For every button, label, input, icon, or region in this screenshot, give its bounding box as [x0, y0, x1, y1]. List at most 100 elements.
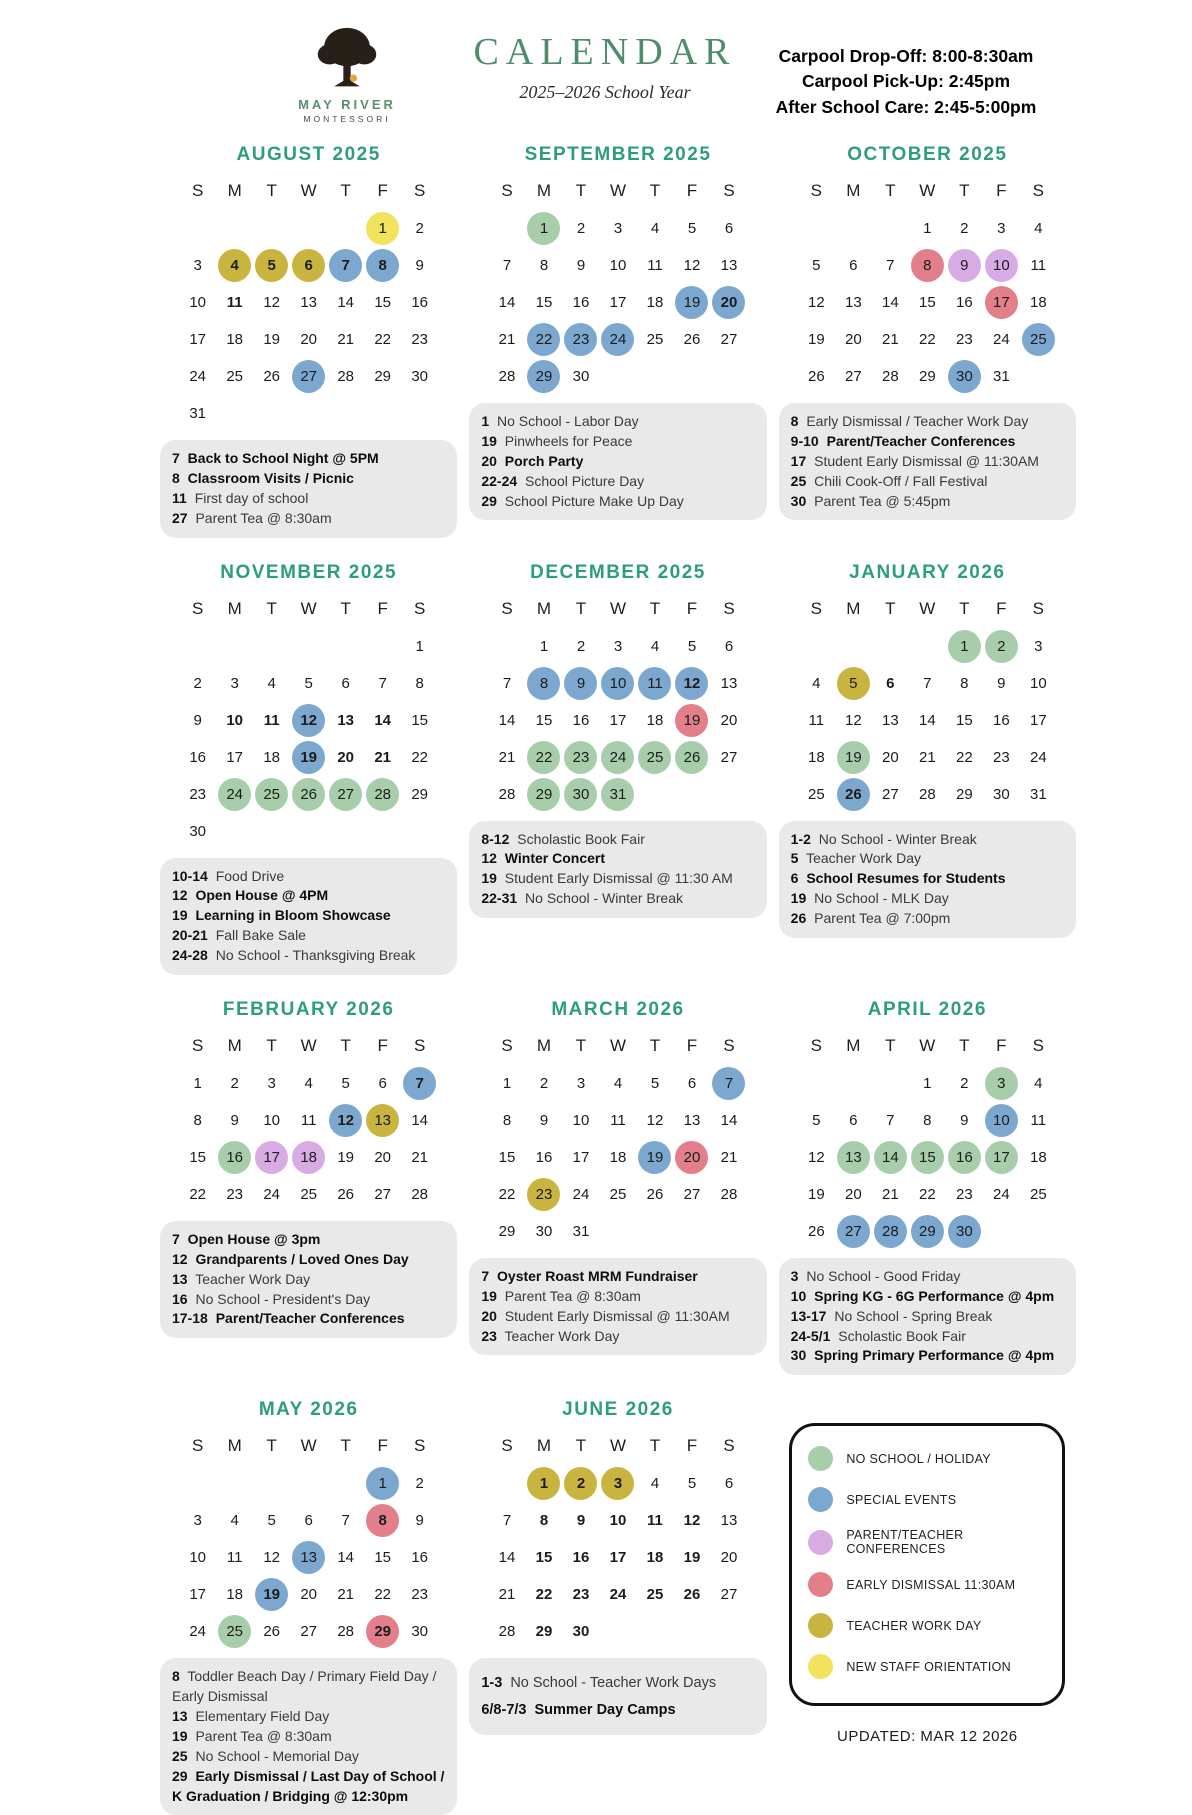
empty-cell [290, 210, 327, 247]
event-day-olive: 5 [836, 666, 870, 700]
note-date: 19 [481, 432, 497, 449]
note-line: 24-28 No School - Thanksgiving Break [172, 947, 416, 963]
day-number: 18 [609, 1148, 627, 1166]
day-cell: 10 [216, 702, 253, 739]
day-number: 24 [609, 1586, 627, 1604]
day-number: 16 [535, 1148, 553, 1166]
day-number: 19 [337, 1148, 354, 1166]
event-day-yellow: 1 [366, 212, 400, 245]
note-date: 13-17 [790, 1307, 827, 1324]
day-number: 8 [960, 674, 969, 692]
month-title: JANUARY 2026 [849, 561, 1006, 583]
day-cell: 8 [488, 1102, 525, 1139]
note-line: 29 Early Dismissal / Last Day of School … [172, 1767, 445, 1804]
day-number: 15 [189, 1148, 206, 1166]
note-date: 13 [172, 1708, 188, 1724]
day-number: 10 [572, 1111, 590, 1129]
day-number: 20 [300, 1586, 317, 1604]
day-cell: 7 [327, 1502, 364, 1539]
day-number: 22 [918, 331, 936, 348]
day-cell: 3 [179, 247, 216, 284]
day-cell: 30 [562, 776, 599, 813]
tree-logo-icon [317, 27, 377, 87]
month-may-2026: MAY 2026 S M T W T F S 1 2 3 4 5 6 7 8 9 10 11 12 13 14 15 16 17… [160, 1399, 458, 1815]
note-line: 16 No School - President's Day [172, 1290, 371, 1307]
day-number: 28 [498, 785, 516, 803]
day-number: 27 [300, 1623, 317, 1641]
day-cell: 10 [983, 1102, 1020, 1139]
day-number: 13 [881, 711, 899, 729]
brand-subname: MONTESSORI [303, 114, 391, 124]
note-date: 20 [481, 1307, 497, 1324]
note-date: 19 [172, 1727, 188, 1744]
weekday-label: M [227, 598, 242, 618]
empty-cell [216, 628, 253, 665]
note-line: 19 Learning in Bloom Showcase [172, 907, 391, 924]
note-date: 12 [172, 1250, 188, 1267]
month-notes: 1-2 No School - Winter Break 5 Teacher Wo… [778, 820, 1076, 938]
weekday-label: W [919, 598, 936, 618]
legend-item: EARLY DISMISSAL 11:30AM [808, 1572, 1046, 1598]
day-number: 8 [539, 257, 549, 274]
day-cell: 15 [525, 702, 562, 739]
weekday-label: W [300, 1436, 317, 1456]
weekday-label: S [723, 598, 735, 618]
day-number: 5 [687, 637, 697, 655]
event-day-blue: 9 [564, 666, 598, 700]
day-cell: 8 [909, 247, 946, 284]
empty-cell [290, 628, 327, 665]
event-day-green: 29 [527, 777, 561, 811]
day-cell: 6 [835, 1102, 872, 1139]
event-day-blue: 25 [1021, 323, 1055, 356]
day-cell: 29 [525, 358, 562, 395]
empty-cell [488, 1465, 525, 1502]
event-day-purple: 10 [984, 249, 1018, 282]
day-cell: 11 [1020, 1102, 1057, 1139]
event-day-blue: 8 [527, 666, 561, 700]
day-number: 26 [683, 331, 701, 348]
day-number: 24 [189, 368, 206, 385]
day-cell: 15 [401, 702, 438, 739]
day-cell: 14 [364, 702, 401, 739]
day-number: 25 [226, 368, 243, 385]
day-number: 9 [415, 257, 424, 274]
weekday-label: T [575, 1035, 587, 1055]
weekday-label: W [919, 181, 936, 200]
weekday-label: M [536, 181, 552, 200]
event-day-blue: 12 [292, 703, 326, 737]
note-date: 12 [172, 887, 188, 904]
day-cell: 5 [290, 665, 327, 702]
day-number: 25 [646, 1586, 664, 1604]
day-number: 14 [337, 294, 354, 311]
empty-cell [872, 210, 909, 247]
day-cell: 26 [798, 358, 835, 395]
day-number: 25 [609, 1185, 627, 1203]
event-day-green: 24 [601, 740, 635, 774]
month-title: JUNE 2026 [562, 1399, 674, 1421]
day-cell: 4 [636, 210, 673, 247]
day-cell: 9 [525, 1102, 562, 1139]
day-number: 14 [498, 1549, 516, 1567]
day-number: 13 [844, 294, 862, 311]
day-cell: 24 [253, 1176, 290, 1213]
day-cell: 14 [488, 284, 525, 321]
month-title: AUGUST 2025 [236, 144, 381, 165]
note-date: 25 [172, 1747, 188, 1764]
event-day-blue: 19 [638, 1140, 672, 1174]
event-day-blue: 7 [712, 1066, 746, 1100]
empty-cell [909, 628, 946, 665]
weekday-label: T [575, 181, 587, 200]
day-cell: 7 [872, 1102, 909, 1139]
event-day-blue: 30 [947, 1214, 981, 1248]
event-day-red: 20 [675, 1140, 709, 1174]
day-cell: 4 [599, 1065, 636, 1102]
event-day-blue: 19 [292, 740, 326, 774]
note-date: 8-12 [481, 830, 510, 847]
weekday-label: F [377, 181, 388, 200]
day-number: 22 [498, 1185, 516, 1203]
event-day-purple: 18 [292, 1140, 326, 1174]
day-number: 30 [535, 1222, 553, 1240]
day-cell: 6 [327, 665, 364, 702]
